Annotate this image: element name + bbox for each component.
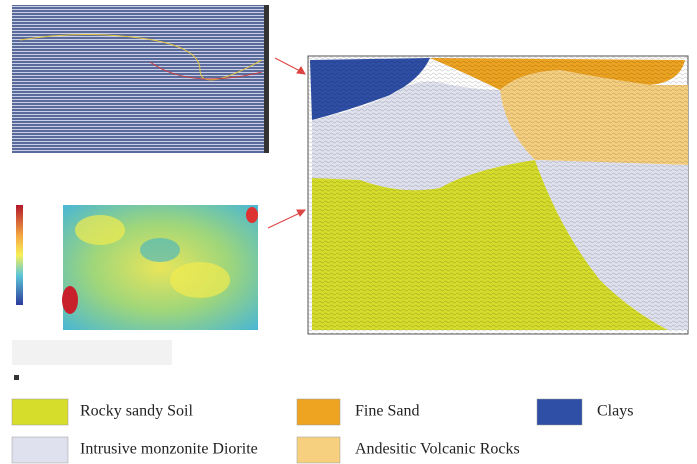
legend-label: Clays [597, 403, 633, 420]
legend-swatch [537, 399, 582, 425]
arrows [268, 58, 305, 228]
section [308, 56, 688, 334]
figure: Rocky sandy Soil Fine Sand Clays Intrusive … [0, 0, 697, 464]
legend-swatch [12, 399, 68, 425]
legend-label: Intrusive monzonite Diorite [80, 441, 258, 458]
legend-label: Rocky sandy Soil [80, 403, 193, 420]
legend: Rocky sandy Soil Fine Sand Clays Intrusive … [12, 399, 633, 463]
legend-swatch [12, 437, 68, 463]
legend-swatch [297, 437, 340, 463]
resistivity-map [12, 205, 258, 380]
legend-swatch [297, 399, 340, 425]
legend-label: Andesitic Volcanic Rocks [355, 441, 520, 458]
radargram [12, 5, 269, 153]
legend-label: Fine Sand [355, 403, 419, 420]
